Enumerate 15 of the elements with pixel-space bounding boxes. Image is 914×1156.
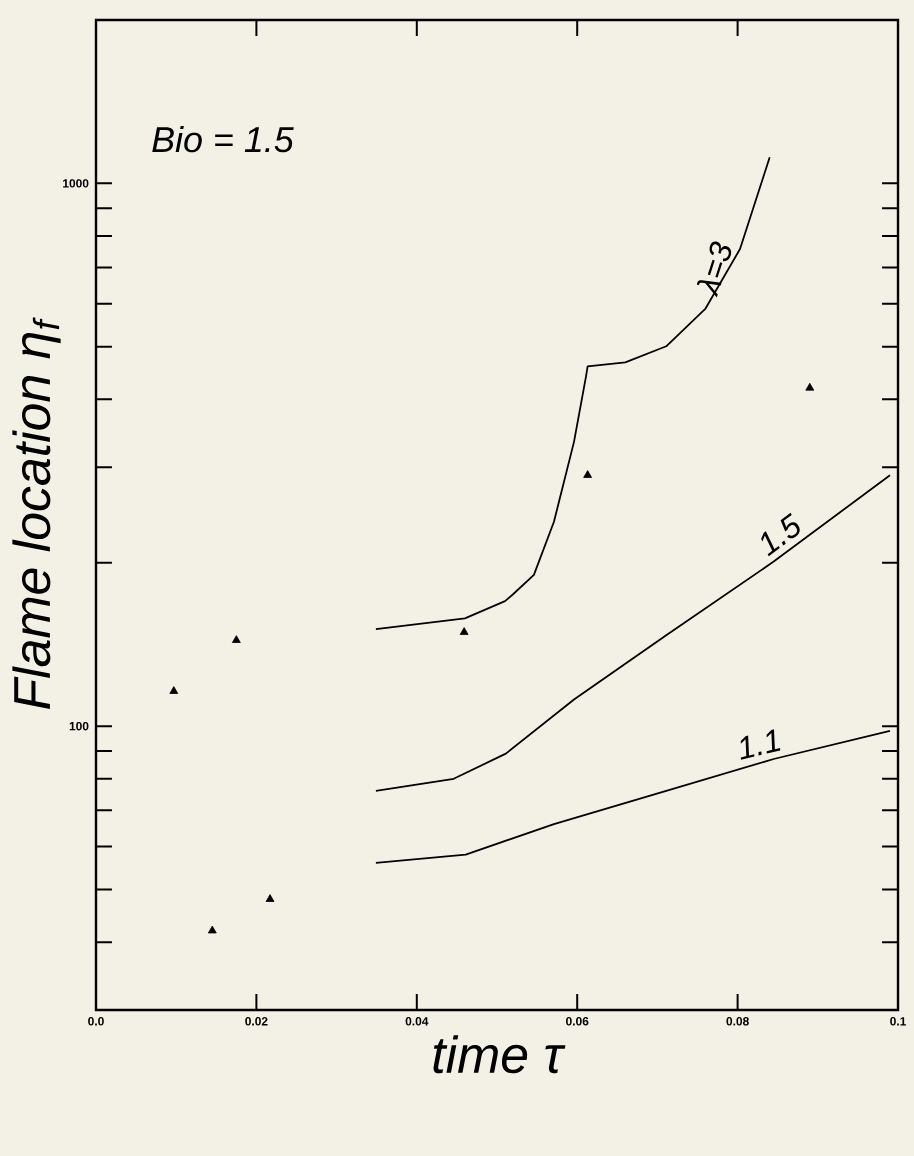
- point: [207, 925, 217, 934]
- point: [459, 627, 469, 635]
- point: [583, 470, 592, 478]
- text: λ=3: [696, 241, 732, 298]
- line-series: [375, 730, 891, 864]
- point: [805, 382, 815, 391]
- text: 1.1: [740, 729, 781, 760]
- point: [265, 894, 275, 902]
- point: [231, 635, 241, 643]
- y-axis-title: Flame location η$_{f}$: [12, 317, 61, 709]
- annotation: Bio = 1.5: [152, 126, 294, 153]
- x-axis-title: time τ: [433, 1035, 566, 1074]
- line-series: [375, 474, 891, 792]
- point: [169, 686, 179, 694]
- text: 1.5: [761, 512, 800, 557]
